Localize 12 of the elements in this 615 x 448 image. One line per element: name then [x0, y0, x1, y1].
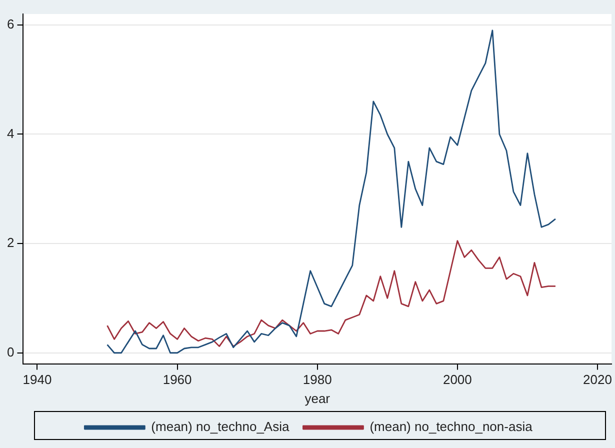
x-tick-label: 1940	[22, 372, 52, 388]
y-tick-label: 4	[6, 126, 14, 141]
legend-label: (mean) no_techno_non-asia	[370, 419, 534, 434]
y-tick-label: 0	[6, 344, 14, 360]
x-tick-label: 1960	[162, 372, 192, 388]
x-tick-label: 2000	[442, 372, 472, 388]
y-tick-label: 2	[6, 235, 14, 250]
x-tick-label: 2020	[583, 372, 612, 388]
legend-label: (mean) no_techno_Asia	[151, 419, 290, 434]
x-axis-title: year	[304, 390, 331, 406]
y-tick-label: 6	[6, 16, 14, 32]
x-tick-label: 1980	[302, 372, 332, 388]
